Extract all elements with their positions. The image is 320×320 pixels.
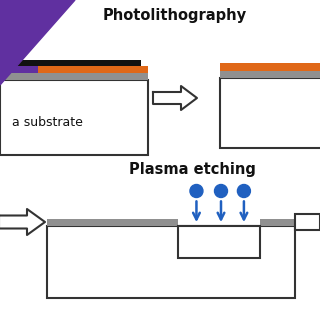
Bar (220, 71, 320, 78)
Circle shape (190, 185, 203, 197)
Polygon shape (153, 86, 197, 110)
Bar (260, 219, 295, 226)
Bar (295, 214, 320, 230)
Circle shape (237, 185, 251, 197)
Bar (47, 226, 295, 298)
Bar (0, 60, 140, 66)
Polygon shape (0, 0, 75, 85)
Bar (38, 66, 148, 73)
Bar (179, 226, 260, 258)
Text: Plasma etching: Plasma etching (129, 162, 255, 177)
Circle shape (214, 185, 228, 197)
Text: a substrate: a substrate (12, 116, 83, 129)
Bar (0, 66, 38, 73)
Polygon shape (0, 209, 45, 235)
Bar (220, 63, 320, 71)
Bar (0, 80, 148, 155)
Bar (220, 78, 320, 148)
Bar (0, 73, 148, 80)
Bar (47, 219, 179, 226)
Text: Photolithography: Photolithography (103, 8, 247, 23)
